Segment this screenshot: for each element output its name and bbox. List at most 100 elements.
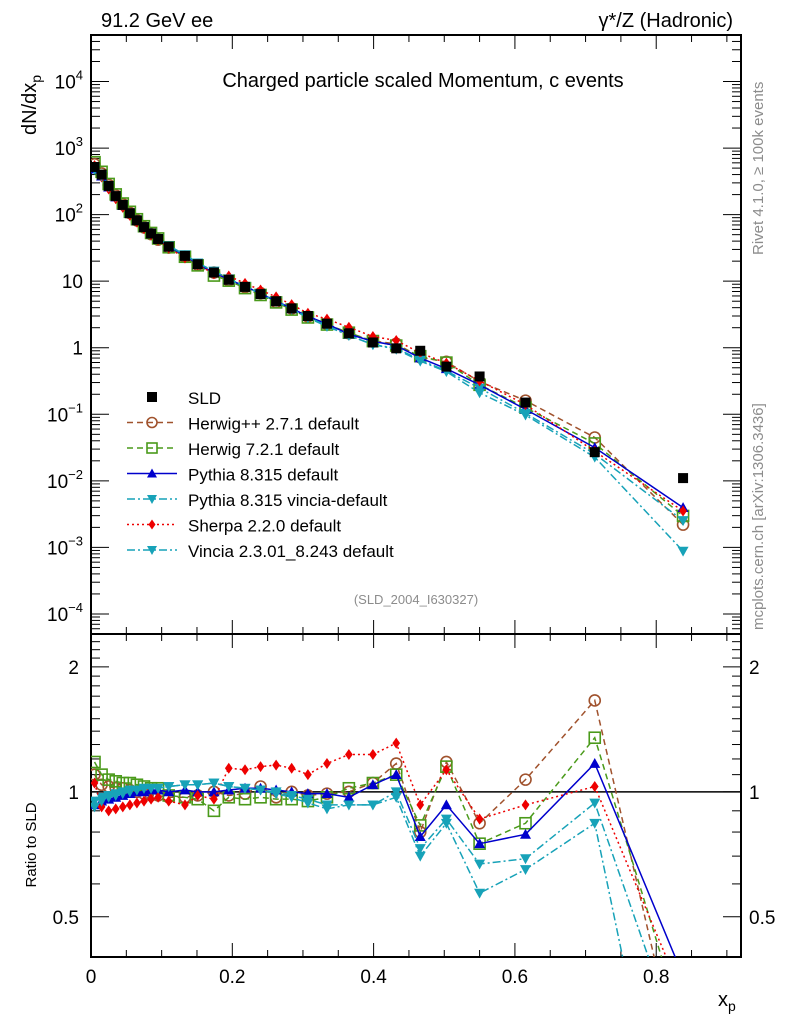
ratio-point <box>91 802 101 813</box>
ratio-point <box>413 819 427 832</box>
ratio-point <box>208 778 220 789</box>
data-point <box>103 180 114 191</box>
y-tick-label: 104 <box>55 68 83 94</box>
data-point <box>286 303 297 314</box>
ratio-point <box>118 801 127 813</box>
data-point <box>474 388 486 399</box>
data-point <box>91 161 100 172</box>
ratio-point <box>390 769 402 780</box>
y-tick-label: 102 <box>55 201 83 227</box>
ratio-series-line <box>94 762 676 957</box>
ratio-point <box>440 799 452 810</box>
ratio-point <box>102 773 115 786</box>
ratio-point <box>147 793 155 805</box>
ratio-point <box>589 798 601 809</box>
ratio-point <box>369 749 377 761</box>
data-point <box>153 234 164 245</box>
ratio-series-herwig-7-2-1-default <box>91 731 663 957</box>
y-tick-label: 0.5 <box>53 908 79 929</box>
ratio-point <box>302 798 314 809</box>
ratio-point <box>145 783 157 794</box>
ratio-panel-frame <box>90 633 742 958</box>
ratio-point <box>321 788 333 799</box>
data-point <box>138 222 149 233</box>
header-right: γ*/Z (Hadronic) <box>599 10 733 32</box>
data-point <box>520 397 531 408</box>
ratio-point <box>588 694 602 707</box>
ratio-point <box>345 749 353 761</box>
data-point <box>146 228 157 239</box>
data-point <box>391 343 402 354</box>
data-point <box>677 546 689 557</box>
data-point <box>255 289 266 300</box>
ratio-series-sherpa-2-2-0-default <box>91 737 687 1003</box>
data-point <box>679 505 687 517</box>
legend-marker-icon <box>147 392 157 402</box>
y-tick-label: 10−1 <box>47 400 83 426</box>
ratio-point <box>475 813 484 825</box>
ratio-point <box>442 764 451 776</box>
ratio-point <box>392 737 401 749</box>
ratio-point <box>286 792 298 803</box>
ratio-point <box>255 785 267 796</box>
ratio-point <box>474 838 486 849</box>
ratio-point <box>520 828 532 839</box>
ratio-point <box>321 804 333 815</box>
data-point <box>441 361 452 372</box>
data-point <box>367 337 378 348</box>
ratio-point <box>589 758 601 768</box>
legend-marker-icon <box>147 546 157 555</box>
ratio-point <box>111 803 120 815</box>
ratio-point <box>133 797 141 809</box>
legend-item: Pythia 8.315 default <box>127 466 339 485</box>
ratio-point <box>520 854 532 865</box>
legend-item: Herwig++ 2.7.1 default <box>127 415 359 434</box>
x-tick-label: 0.4 <box>360 967 387 988</box>
svg-text:dN/dxp: dN/dxp <box>19 75 44 135</box>
ratio-point <box>590 780 599 792</box>
y-tick-label: 10 <box>62 272 83 293</box>
y-tick-label: 1 <box>68 783 79 804</box>
legend-item: Herwig 7.2.1 default <box>127 440 339 459</box>
rivet-label: Rivet 4.1.0, ≥ 100k events <box>750 82 767 255</box>
data-point <box>124 208 135 219</box>
ratio-point <box>304 769 312 781</box>
data-point <box>474 371 485 382</box>
ratio-series-pythia-8-315-vincia-default <box>91 778 650 957</box>
ratio-series-layer <box>91 694 689 1003</box>
legend-label: Herwig 7.2.1 default <box>188 440 339 459</box>
legend-label: Pythia 8.315 default <box>188 466 339 485</box>
ratio-point <box>519 773 532 786</box>
main-series-layer <box>91 155 690 557</box>
legend-label: Pythia 8.315 vincia-default <box>188 491 388 510</box>
ratio-point <box>110 791 122 801</box>
ratio-point <box>678 970 689 980</box>
ratio-point <box>414 851 426 862</box>
x-tick-label: 0.2 <box>219 967 245 988</box>
ratio-point <box>181 799 189 811</box>
y-tick-label: 1 <box>72 339 83 360</box>
ratio-point <box>679 992 687 1003</box>
data-point <box>208 267 219 278</box>
data-point <box>343 328 354 339</box>
ratio-point <box>163 782 175 792</box>
ratio-point <box>521 799 530 811</box>
ratio-point <box>414 831 426 842</box>
series-sherpa-2-2-0-default <box>91 160 687 517</box>
ratio-point <box>241 764 249 776</box>
ratio-point <box>207 804 221 818</box>
legend-label: Herwig++ 2.7.1 default <box>188 415 359 434</box>
data-point <box>321 318 332 329</box>
ratio-point <box>223 782 235 792</box>
ratio-point <box>109 775 123 788</box>
x-tick-label: 0.8 <box>643 967 669 988</box>
ratio-point <box>367 800 379 811</box>
y-tick-label: 10−4 <box>47 600 83 626</box>
ratio-series-herwig-2-7-1-default <box>91 694 655 957</box>
ratio-point <box>224 762 233 774</box>
ratio-point <box>343 800 355 811</box>
ratio-point <box>140 795 148 807</box>
data-point <box>271 296 282 307</box>
series-sld <box>91 161 689 484</box>
ratio-point <box>272 759 280 771</box>
